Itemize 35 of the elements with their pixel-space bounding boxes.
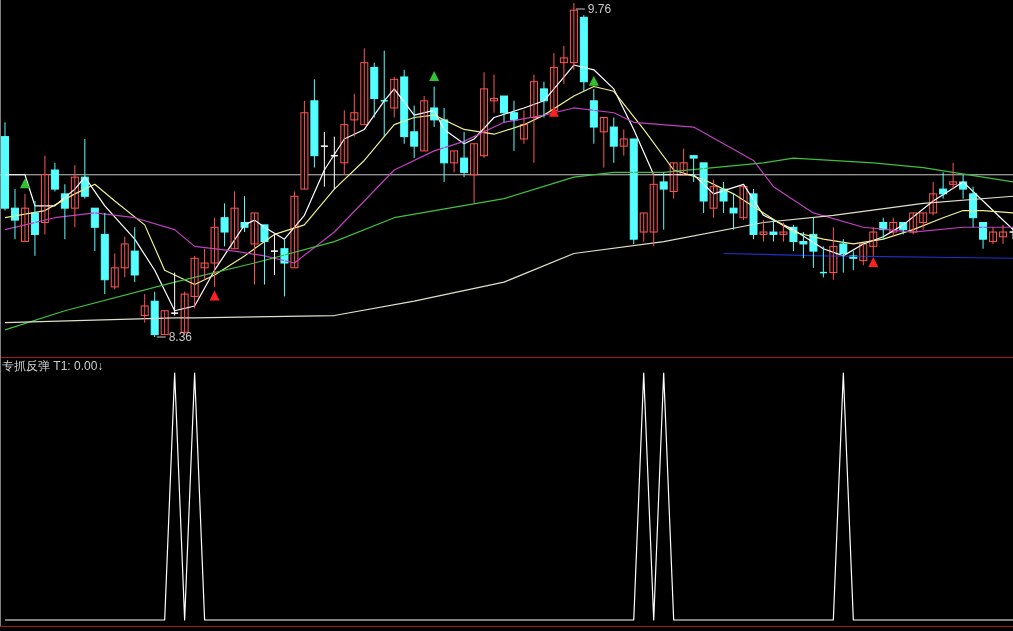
candlestick	[949, 162, 958, 190]
candlestick	[200, 248, 209, 281]
candlestick	[410, 105, 419, 159]
candlestick	[170, 272, 179, 317]
candlestick	[310, 78, 319, 169]
candlestick	[130, 226, 139, 283]
candlestick	[659, 171, 668, 231]
candlestick	[709, 179, 718, 219]
candlestick	[839, 238, 848, 274]
candlestick	[729, 193, 738, 231]
candlestick	[110, 253, 119, 290]
candlestick	[759, 219, 768, 243]
candlestick	[799, 231, 808, 259]
candlestick	[190, 255, 199, 309]
candlestick	[250, 212, 259, 286]
candlestick	[609, 117, 618, 164]
candlestick	[699, 162, 708, 214]
candlestick	[689, 155, 698, 183]
candlestick	[230, 190, 239, 250]
candlestick	[140, 293, 149, 324]
candlestick	[270, 233, 279, 276]
title: 专抓反弹 T1: 0.00↓	[2, 359, 104, 373]
annotation: 8.36	[168, 330, 193, 344]
candlestick	[320, 131, 329, 188]
candlestick	[619, 128, 628, 157]
candlestick	[379, 50, 389, 138]
candlestick	[350, 93, 359, 138]
candlestick	[210, 217, 219, 288]
candlestick	[919, 212, 928, 231]
candlestick	[779, 221, 788, 243]
candlestick	[719, 181, 728, 214]
annotation: 9.76	[587, 2, 612, 16]
candlestick	[639, 212, 648, 243]
candlestick	[769, 219, 778, 243]
candlestick	[220, 202, 229, 247]
